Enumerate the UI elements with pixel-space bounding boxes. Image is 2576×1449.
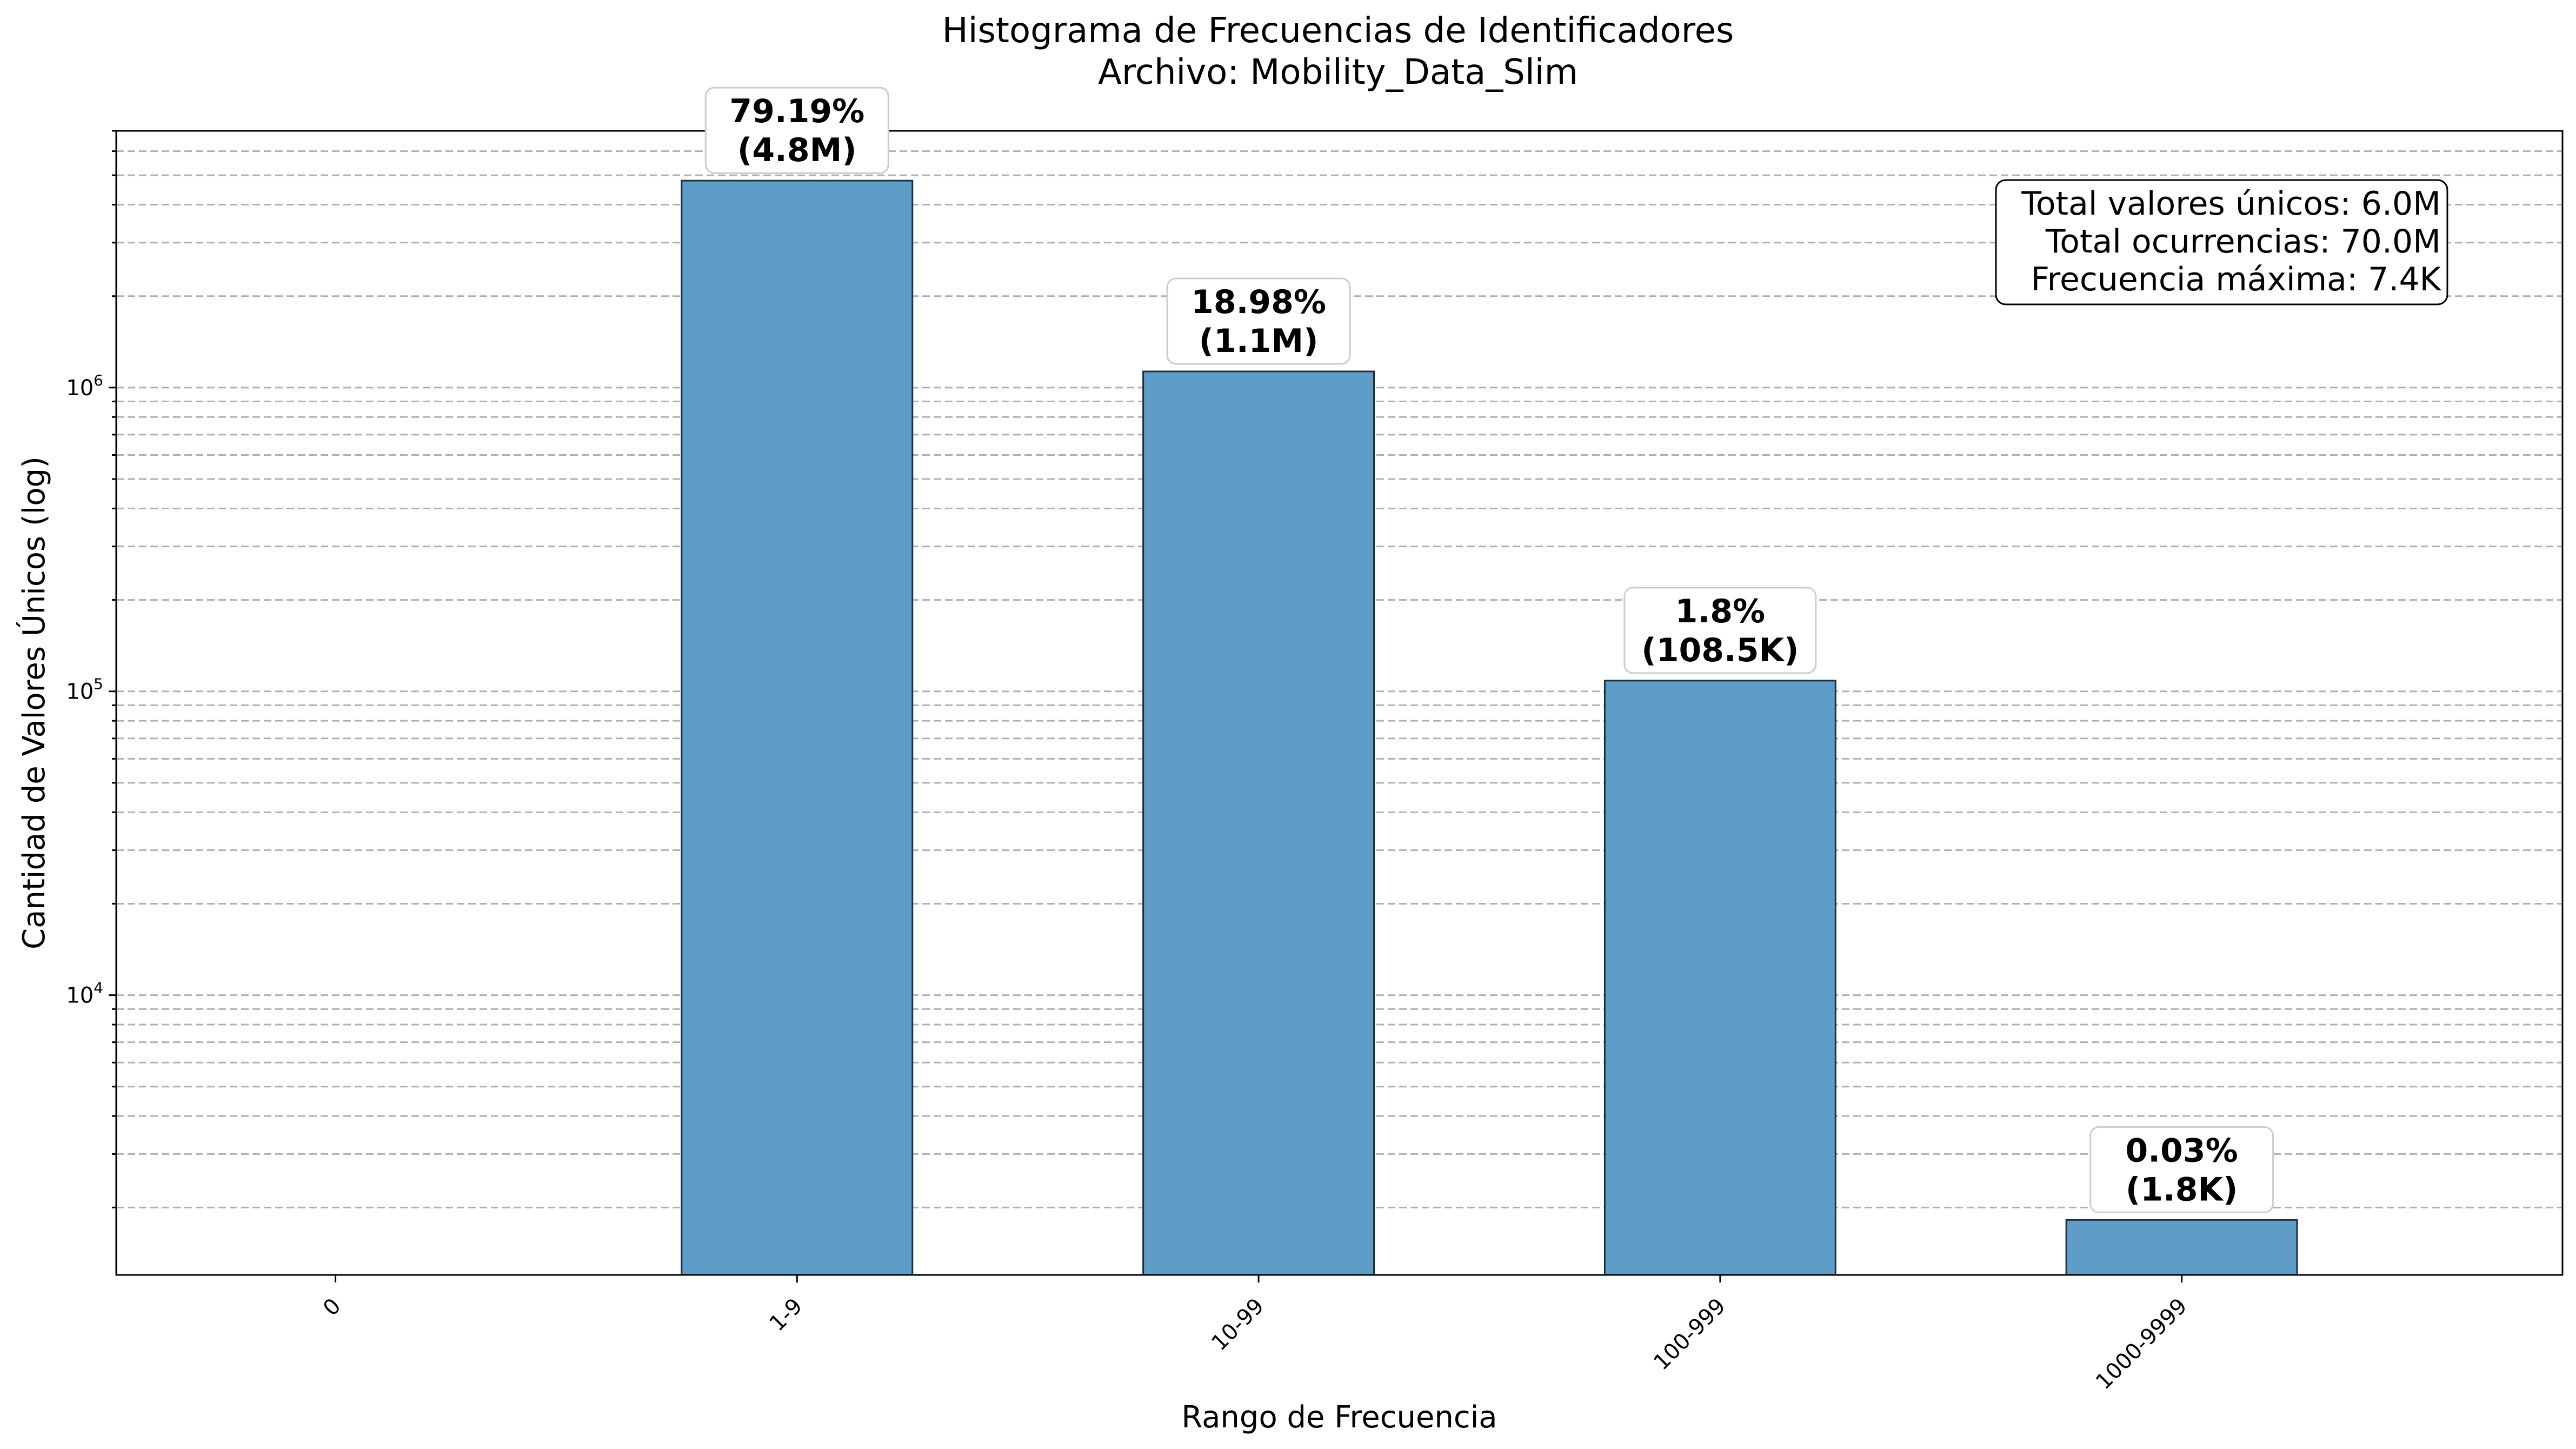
chart-subtitle: Archivo: Mobility_Data_Slim: [1098, 52, 1578, 92]
bar-label-box: [704, 87, 889, 174]
bar-count-label: (4.8M): [737, 131, 857, 169]
stats-total-occurrences: Total ocurrencias: 70.0M: [2045, 223, 2441, 261]
bar-1-9: [681, 180, 914, 1276]
stats-box-frame: [1995, 179, 2448, 305]
y-axis-ticks: 104 105 106: [66, 130, 116, 1208]
stats-total-unique: Total valores únicos: 6.0M: [2021, 185, 2441, 223]
bar-10-99: [1142, 370, 1375, 1276]
bar-percent-label: 1.8%: [1675, 593, 1765, 630]
bar-count-label: (1.1M): [1199, 322, 1319, 360]
plot-frame: [115, 130, 2564, 1276]
bar-100-999: [1603, 680, 1836, 1276]
stats-max-frequency: Frecuencia máxima: 7.4K: [2031, 261, 2441, 298]
bar-count-label: (108.5K): [1641, 632, 1799, 669]
y-tick-label: 104: [66, 979, 103, 1008]
bar-count-label: (1.8K): [2126, 1171, 2238, 1208]
bar-percent-label: 79.19%: [729, 92, 864, 130]
bar-percent-label: 0.03%: [2126, 1132, 2238, 1169]
stats-box: Total valores únicos: 6.0M Total ocurren…: [1995, 179, 2448, 305]
bar-labels: 79.19%(4.8M) 18.98%(1.1M) 1.8%(108.5K) 0.03…: [704, 87, 2274, 1213]
bars: [681, 180, 2298, 1276]
y-tick-label: 105: [66, 675, 103, 704]
y-axis-label: Cantidad de Valores Únicos (log): [17, 456, 52, 949]
bar-percent-label: 18.98%: [1191, 283, 1326, 321]
bar-1000-9999: [2065, 1219, 2298, 1276]
bar-label-box: [1623, 587, 1817, 674]
y-tick-label: 106: [66, 371, 103, 401]
bar-label-box: [2089, 1126, 2274, 1213]
x-axis-label: Rango de Frecuencia: [1181, 1400, 1497, 1435]
bar-label-box: [1166, 277, 1351, 365]
chart-title: Histograma de Frecuencias de Identificad…: [942, 11, 1734, 51]
